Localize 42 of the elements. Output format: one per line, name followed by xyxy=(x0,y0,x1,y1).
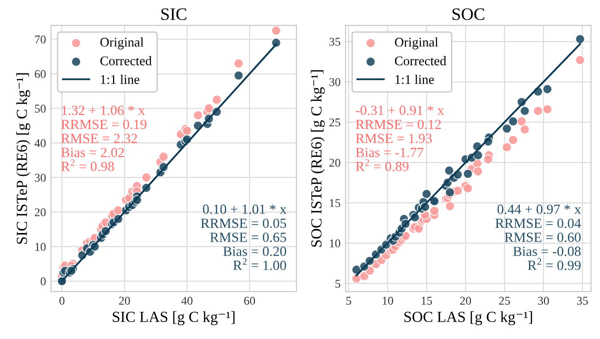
annotation: 1.32 + 1.06 * x RRMSE = 0.19 RMSE = 2.32 Bias = 2.02 R$^{2}$ = 0.98 xyxy=(61,106,146,172)
x-tick-label: 15 xyxy=(422,296,432,305)
x-tick-label: 0 xyxy=(59,296,64,305)
legend-label: Original xyxy=(394,37,438,50)
x-tick-label: 20 xyxy=(119,296,130,305)
legend-label: Original xyxy=(100,37,144,50)
x-tick-label: 35 xyxy=(577,296,588,305)
chart-title: SOC xyxy=(452,8,484,20)
annotation: 0.10 + 1.01 * x RRMSE = 0.05 RMSE = 0.65 Bias = 0.20 R$^{2}$ = 1.00 xyxy=(200,204,286,270)
legend-label: Corrected xyxy=(100,56,152,66)
x-tick-label: 5 xyxy=(346,296,352,305)
y-tick-label: 0 xyxy=(40,277,46,286)
y-axis-title: SIC ISTeP (RE6) [g C kg⁻¹] xyxy=(16,73,30,244)
x-tick-label: 40 xyxy=(181,296,192,305)
x-tick-label: 10 xyxy=(382,296,394,305)
legend-label: Corrected xyxy=(394,56,446,66)
y-tick-label: 10 xyxy=(35,242,46,251)
y-tick-label: 10 xyxy=(330,239,340,248)
annotation: -0.31 + 0.91 * x RRMSE = 0.12 RMSE = 1.93 Bias = -1.77 R$^{2}$ = 0.89 xyxy=(356,106,444,172)
x-tick-label: 20 xyxy=(460,296,471,305)
legend-label: 1:1 line xyxy=(396,74,434,84)
y-tick-label: 30 xyxy=(34,174,46,182)
chart-title: SIC xyxy=(161,8,186,20)
y-tick-label: 20 xyxy=(329,158,340,167)
y-tick-label: 25 xyxy=(329,118,340,126)
y-tick-label: 50 xyxy=(35,104,46,113)
x-tick-label: 25 xyxy=(499,296,510,305)
x-axis-title: SIC LAS [g C kg⁻¹] xyxy=(112,311,235,326)
y-tick-label: 15 xyxy=(330,199,340,208)
legend-label: 1:1 line xyxy=(100,74,140,84)
y-tick-label: 70 xyxy=(35,35,46,44)
y-axis-title: SOC ISTeP (RE6) [g C kg⁻¹] xyxy=(310,70,325,247)
y-tick-label: 40 xyxy=(34,139,46,148)
y-tick-label: 60 xyxy=(34,70,46,78)
x-tick-label: 30 xyxy=(538,296,549,305)
y-tick-label: 35 xyxy=(329,38,340,46)
x-tick-label: 60 xyxy=(244,296,256,305)
y-tick-label: 20 xyxy=(34,208,46,216)
x-axis-title: SOC LAS [g C kg⁻¹] xyxy=(404,311,532,326)
y-tick-label: 5 xyxy=(335,280,340,288)
y-tick-label: 30 xyxy=(329,78,340,86)
annotation: 0.44 + 0.97 * x RRMSE = 0.04 RMSE = 0.60 Bias = -0.08 R$^{2}$ = 0.99 xyxy=(495,204,582,270)
